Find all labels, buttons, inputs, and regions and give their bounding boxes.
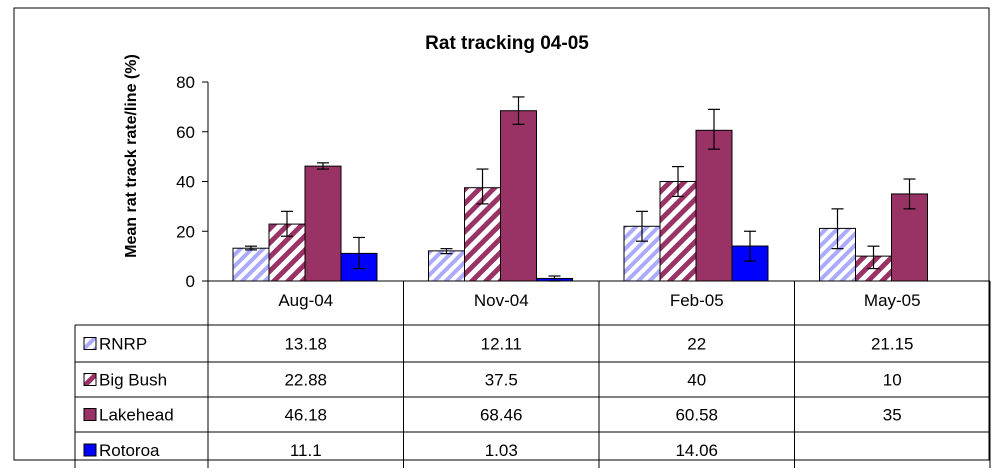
y-tick-label: 0: [186, 272, 195, 291]
y-tick-label: 60: [176, 123, 195, 142]
bar: [304, 165, 342, 282]
table-cell-value: 21.15: [871, 335, 914, 354]
table-cell-value: 11.1: [290, 441, 322, 460]
legend-swatch: [83, 408, 97, 421]
y-tick-label: 80: [176, 73, 195, 92]
x-category-label: Aug-04: [278, 291, 333, 310]
bar: [428, 250, 465, 282]
legend-label: Rotoroa: [99, 441, 160, 460]
table-cell-value: 13.18: [284, 335, 327, 354]
y-tick-label: 20: [176, 222, 195, 241]
y-tick-label: 40: [176, 173, 195, 192]
legend-swatch: [83, 443, 97, 457]
legend-label: Big Bush: [99, 371, 167, 390]
bar: [659, 181, 697, 282]
y-axis-label: Mean rat track rate/line (%): [123, 54, 140, 258]
bar: [232, 247, 270, 282]
legend-label: RNRP: [99, 335, 147, 354]
table-cell-value: 68.46: [480, 406, 523, 425]
plot-area: 0 20 40 60 80: [176, 73, 990, 291]
data-table: Aug-04 Nov-04 Feb-05 May-05 RNRP 13.18 12.11 22…: [74, 281, 991, 468]
table-cell-value: 22.88: [284, 371, 327, 390]
table-cell-value: 10: [883, 371, 902, 390]
table-cell-value: 14.06: [675, 441, 718, 460]
legend-label: Lakehead: [99, 406, 174, 425]
x-category-label: May-05: [864, 291, 921, 310]
bar: [819, 227, 856, 282]
table-cell-value: 12.11: [481, 335, 522, 354]
x-category-label: Feb-05: [670, 291, 724, 310]
table-cell-value: 37.5: [485, 371, 518, 390]
legend-swatch: [83, 337, 97, 350]
legend-swatch: [83, 373, 97, 386]
table-cell-value: 60.58: [675, 406, 718, 425]
chart-title: Rat tracking 04-05: [425, 33, 589, 54]
table-cell-value: 40: [687, 371, 706, 390]
table-cell-value: 1.03: [485, 441, 518, 460]
x-category-label: Nov-04: [474, 291, 529, 310]
table-cell-value: 46.18: [284, 406, 327, 425]
table-cell-value: 35: [883, 406, 902, 425]
table-cell-value: 22: [687, 335, 706, 354]
bar: [695, 129, 733, 282]
bar: [500, 110, 537, 282]
